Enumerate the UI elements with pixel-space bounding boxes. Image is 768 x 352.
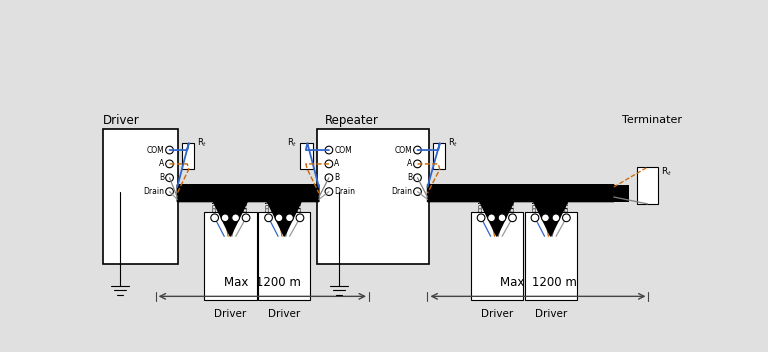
Text: A: A bbox=[159, 159, 164, 168]
Circle shape bbox=[488, 214, 495, 222]
Circle shape bbox=[477, 214, 485, 222]
Bar bbox=[182, 143, 194, 169]
Text: Repeater: Repeater bbox=[325, 114, 379, 127]
Text: COM: COM bbox=[532, 198, 538, 212]
Text: Drain: Drain bbox=[334, 187, 356, 196]
Text: B: B bbox=[233, 208, 238, 212]
Circle shape bbox=[325, 160, 333, 168]
Text: Driver: Driver bbox=[268, 309, 300, 319]
Circle shape bbox=[286, 214, 293, 222]
Text: Drain: Drain bbox=[243, 195, 249, 212]
Text: COM: COM bbox=[212, 198, 217, 212]
Text: Drain: Drain bbox=[564, 195, 569, 212]
Bar bbox=[204, 212, 257, 300]
Text: COM: COM bbox=[334, 145, 352, 155]
Circle shape bbox=[508, 214, 516, 222]
Circle shape bbox=[562, 214, 570, 222]
Text: Driver: Driver bbox=[214, 309, 247, 319]
Bar bbox=[637, 167, 658, 204]
Bar bbox=[614, 185, 629, 202]
Text: A: A bbox=[223, 208, 227, 212]
Text: Driver: Driver bbox=[104, 114, 140, 127]
Bar bbox=[471, 212, 523, 300]
Text: R$_t$: R$_t$ bbox=[660, 165, 672, 178]
Text: Drain: Drain bbox=[143, 187, 164, 196]
Text: R$_t$: R$_t$ bbox=[287, 136, 297, 149]
Circle shape bbox=[166, 160, 174, 168]
Circle shape bbox=[414, 160, 422, 168]
Text: B: B bbox=[554, 208, 558, 212]
Text: Max  1200 m: Max 1200 m bbox=[224, 276, 301, 289]
Circle shape bbox=[414, 174, 422, 182]
Text: B: B bbox=[407, 173, 412, 182]
Circle shape bbox=[166, 146, 174, 154]
Circle shape bbox=[166, 188, 174, 195]
Circle shape bbox=[414, 146, 422, 154]
Bar bbox=[317, 129, 429, 264]
Polygon shape bbox=[428, 185, 614, 236]
Bar bbox=[258, 212, 310, 300]
Polygon shape bbox=[177, 185, 319, 236]
Text: B: B bbox=[287, 208, 292, 212]
Text: A: A bbox=[276, 208, 282, 212]
Text: Drain: Drain bbox=[297, 195, 303, 212]
Text: COM: COM bbox=[478, 198, 484, 212]
Circle shape bbox=[498, 214, 506, 222]
Text: COM: COM bbox=[394, 145, 412, 155]
Circle shape bbox=[221, 214, 229, 222]
Text: B: B bbox=[334, 173, 339, 182]
Circle shape bbox=[210, 214, 219, 222]
Text: Max  1200 m: Max 1200 m bbox=[499, 276, 577, 289]
Bar bbox=[433, 143, 445, 169]
Text: Drain: Drain bbox=[391, 187, 412, 196]
Text: Drain: Drain bbox=[510, 195, 515, 212]
Circle shape bbox=[325, 188, 333, 195]
Circle shape bbox=[325, 146, 333, 154]
Bar bbox=[104, 129, 178, 264]
Circle shape bbox=[232, 214, 240, 222]
Text: R$_t$: R$_t$ bbox=[449, 136, 458, 149]
Circle shape bbox=[275, 214, 283, 222]
Circle shape bbox=[531, 214, 539, 222]
Text: A: A bbox=[543, 208, 548, 212]
Circle shape bbox=[552, 214, 560, 222]
Text: COM: COM bbox=[266, 198, 271, 212]
Text: A: A bbox=[489, 208, 494, 212]
Text: A: A bbox=[334, 159, 339, 168]
Text: A: A bbox=[407, 159, 412, 168]
Text: Driver: Driver bbox=[481, 309, 513, 319]
Text: Terminater: Terminater bbox=[621, 115, 681, 125]
Bar bbox=[525, 212, 577, 300]
Text: B: B bbox=[499, 208, 505, 212]
Circle shape bbox=[325, 174, 333, 182]
Bar bbox=[300, 143, 313, 169]
Circle shape bbox=[414, 188, 422, 195]
Circle shape bbox=[541, 214, 549, 222]
Circle shape bbox=[242, 214, 250, 222]
Circle shape bbox=[265, 214, 273, 222]
Text: R$_t$: R$_t$ bbox=[197, 136, 207, 149]
Text: Driver: Driver bbox=[535, 309, 567, 319]
Circle shape bbox=[296, 214, 304, 222]
Text: B: B bbox=[159, 173, 164, 182]
Circle shape bbox=[166, 174, 174, 182]
Text: COM: COM bbox=[147, 145, 164, 155]
